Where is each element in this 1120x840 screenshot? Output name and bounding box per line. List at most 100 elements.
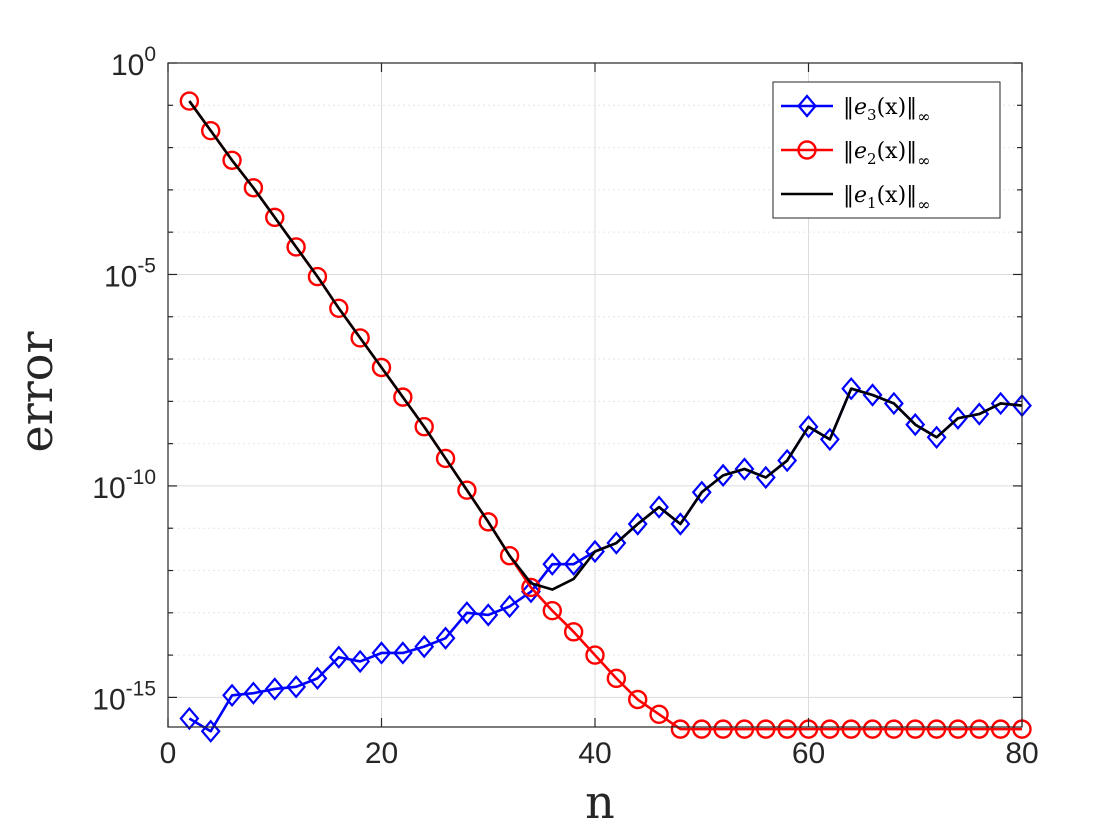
legend-label-part: (x)‖ [877,95,918,120]
data-point [392,641,413,665]
y-tick-exponent: -5 [137,254,156,277]
data-point [905,412,926,437]
data-point [841,376,862,401]
data-point [713,463,734,488]
data-point [265,207,285,228]
data-point [243,681,264,705]
data-point [371,641,392,665]
data-point [521,577,541,598]
data-point [756,719,776,739]
legend-label-subscript: 3 [867,106,877,124]
data-point [499,546,520,566]
data-point [990,719,1011,739]
legend-label-subscript: 1 [867,194,877,212]
x-tick-label: 0 [160,737,177,770]
series-3 [188,100,1023,591]
data-point [777,719,797,739]
axis-ticks [167,62,1023,727]
x-tick-labels: 0 20 40 60 80 [160,737,1039,770]
x-tick-label: 60 [792,737,825,770]
data-point [521,579,541,604]
y-tick-exponent: -15 [126,677,156,700]
data-point [414,417,434,437]
data-point [670,719,691,739]
data-point [713,719,733,739]
y-tick-base: 10 [104,260,137,293]
data-point [542,552,563,576]
data-point [457,480,477,500]
data-point [563,552,584,576]
data-point [243,178,264,198]
legend-label-part: (x)‖ [877,183,918,208]
series-layer [179,91,1032,743]
data-point [350,328,370,348]
legend-item: ‖e3(x)‖∞ [781,94,930,126]
data-point [264,677,285,701]
data-point [329,298,349,318]
y-tick-exponent: -10 [126,466,156,489]
data-point [286,237,306,257]
data-point [478,512,498,532]
legend-marker [797,140,817,160]
legend-label-subscript: ∞ [917,195,930,214]
data-point [948,719,968,739]
data-point [371,357,392,378]
y-tick-exponent: 0 [144,43,156,66]
legend-label-part: ‖e [843,183,867,208]
y-tick-label: 10-5 [104,254,156,293]
legend-label: ‖e2(x)‖∞ [843,139,930,170]
data-point [393,387,413,407]
x-tick-label: 80 [1005,737,1038,770]
series-line [188,100,1023,591]
x-axis-label: n [585,775,615,829]
data-point [948,406,968,430]
data-point [734,719,755,739]
legend-marker [797,94,817,118]
legend: ‖e3(x)‖∞‖e2(x)‖∞‖e1(x)‖∞ [772,81,1001,219]
data-point [478,603,499,627]
y-tick-label: 10-10 [92,466,156,505]
legend-label: ‖e1(x)‖∞ [843,183,930,214]
data-point [905,719,925,739]
legend-label-part: (x)‖ [877,139,918,164]
data-point [862,383,883,407]
y-tick-base: 10 [111,49,144,82]
data-point [798,415,819,439]
data-point [307,266,328,287]
data-point [692,719,712,739]
data-point [542,600,562,621]
y-tick-label: 100 [111,43,156,82]
data-point [179,706,200,731]
data-point [200,120,221,141]
legend-label: ‖e3(x)‖∞ [843,95,930,126]
data-point [456,601,477,625]
data-point [435,448,456,469]
legend-label-part: ‖e [843,139,867,164]
data-point [734,457,755,481]
legend-label-part: ‖e [843,95,867,120]
legend-item: ‖e2(x)‖∞ [781,139,930,170]
data-point [307,666,328,691]
x-tick-label: 40 [578,737,611,770]
legend-label-subscript: 2 [867,150,877,168]
data-point [777,448,798,473]
legend-label-subscript: ∞ [917,107,930,126]
data-point [628,689,648,710]
data-point [649,704,669,725]
data-point [179,91,200,111]
data-point [969,719,989,739]
data-point [884,719,904,739]
data-point [563,622,584,642]
x-tick-label: 20 [365,737,398,770]
data-point [990,391,1011,416]
data-point [222,150,242,170]
data-point [435,626,456,650]
data-point [200,719,221,743]
data-point [649,495,669,519]
data-point [414,634,435,659]
legend-item: ‖e1(x)‖∞ [781,183,930,214]
data-point [585,645,605,665]
data-point [820,719,840,739]
